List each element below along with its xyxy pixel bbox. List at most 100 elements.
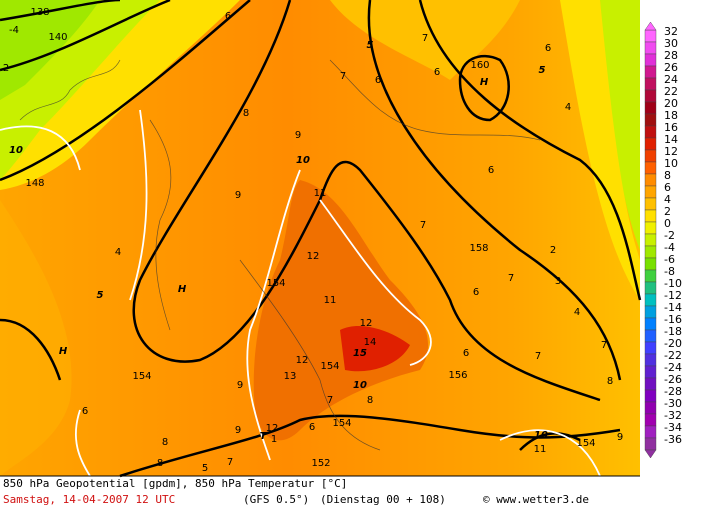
map (0, 0, 642, 478)
map-label: 9 (235, 190, 241, 201)
legend-swatch (644, 401, 657, 415)
legend-swatch (644, 233, 657, 247)
legend-swatch (644, 353, 657, 367)
legend-swatch (644, 245, 657, 259)
legend-swatch (644, 305, 657, 319)
map-label: 7 (227, 457, 233, 468)
map-label: 6 (473, 287, 479, 298)
map-label: 6 (225, 11, 231, 22)
legend-swatch (644, 149, 657, 163)
map-label: H (178, 284, 187, 295)
map-label: 12 (266, 423, 279, 434)
map-label: H (480, 77, 489, 88)
map-label: 4 (565, 102, 571, 113)
map-label: 9 (235, 425, 241, 436)
map-label: 2 (3, 63, 9, 74)
map-label: 10 (534, 430, 548, 441)
legend-label: -10 (664, 277, 682, 290)
map-label: 12 (360, 318, 373, 329)
legend-swatch (644, 113, 657, 127)
map-label: 11 (324, 295, 337, 306)
map-label: 8 (162, 437, 168, 448)
legend-swatch (644, 125, 657, 139)
map-label: 7 (327, 395, 333, 406)
map-label: 138 (30, 7, 49, 18)
legend-swatch (644, 65, 657, 79)
legend-label: -4 (664, 241, 675, 254)
map-label: 1 (271, 434, 277, 445)
map-label: 140 (48, 32, 67, 43)
map-label: 7 (601, 340, 607, 351)
legend-swatch (644, 137, 657, 151)
legend-swatch (644, 377, 657, 391)
map-label: 156 (448, 370, 467, 381)
legend-swatch (644, 41, 657, 55)
legend-label: -32 (664, 409, 682, 422)
date-text: Samstag, 14-04-2007 12 UTC (3, 493, 175, 506)
legend-swatch (644, 89, 657, 103)
map-label: 6 (309, 422, 315, 433)
legend-label: 26 (664, 61, 678, 74)
legend-swatch (644, 293, 657, 307)
legend-swatch (644, 221, 657, 235)
legend-label: -24 (664, 361, 682, 374)
map-label: 6 (545, 43, 551, 54)
legend-swatch (644, 269, 657, 283)
map-label: 4 (574, 307, 580, 318)
map-label: 12 (296, 355, 309, 366)
map-label: 154 (332, 418, 351, 429)
legend-swatch (644, 329, 657, 343)
map-label: 6 (463, 348, 469, 359)
legend-label: -20 (664, 337, 682, 350)
legend-swatch (644, 197, 657, 211)
map-label: 14 (364, 337, 377, 348)
map-label: H (59, 346, 68, 357)
legend-swatch (644, 77, 657, 91)
map-label: 5 (367, 40, 374, 51)
map-label: 10 (9, 145, 23, 156)
legend-label: 12 (664, 145, 678, 158)
legend-label: -34 (664, 421, 682, 434)
legend-label: -16 (664, 313, 682, 326)
legend-label: -26 (664, 373, 682, 386)
legend-swatch (644, 185, 657, 199)
map-label: 6 (434, 67, 440, 78)
legend-label: 32 (664, 25, 678, 38)
map-label: -4 (9, 25, 19, 36)
map-label: 2 (550, 245, 556, 256)
legend-label: -28 (664, 385, 682, 398)
legend-label: -36 (664, 433, 682, 446)
legend-swatch (644, 53, 657, 67)
legend-swatch (644, 341, 657, 355)
legend-label: 4 (664, 193, 671, 206)
model-text: (GFS 0.5°) (243, 493, 309, 506)
map-label: 154 (266, 278, 285, 289)
map-label: T (260, 431, 268, 442)
color-legend: 32302826242220181614121086420-2-4-6-8-10… (644, 21, 682, 459)
map-label: 11 (314, 188, 327, 199)
legend-label: 24 (664, 73, 678, 86)
map-label: 160 (470, 60, 489, 71)
legend-label: 2 (664, 205, 671, 218)
map-label: 4 (115, 247, 121, 258)
map-label: 7 (508, 273, 514, 284)
map-label: 13 (284, 371, 297, 382)
map-label: 7 (340, 71, 346, 82)
map-label: 154 (132, 371, 151, 382)
map-label: 3 (555, 276, 561, 287)
legend-label: 22 (664, 85, 678, 98)
map-label: 154 (320, 361, 339, 372)
legend-label: 18 (664, 109, 678, 122)
legend-label: -18 (664, 325, 682, 338)
legend-swatch (644, 437, 657, 451)
map-label: 152 (311, 458, 330, 469)
copyright-text: © www.wetter3.de (483, 493, 589, 506)
map-label: 8 (157, 458, 163, 469)
legend-label: -12 (664, 289, 682, 302)
map-label: 15 (353, 348, 367, 359)
legend-label: -8 (664, 265, 675, 278)
legend-swatch (644, 317, 657, 331)
legend-label: 16 (664, 121, 678, 134)
